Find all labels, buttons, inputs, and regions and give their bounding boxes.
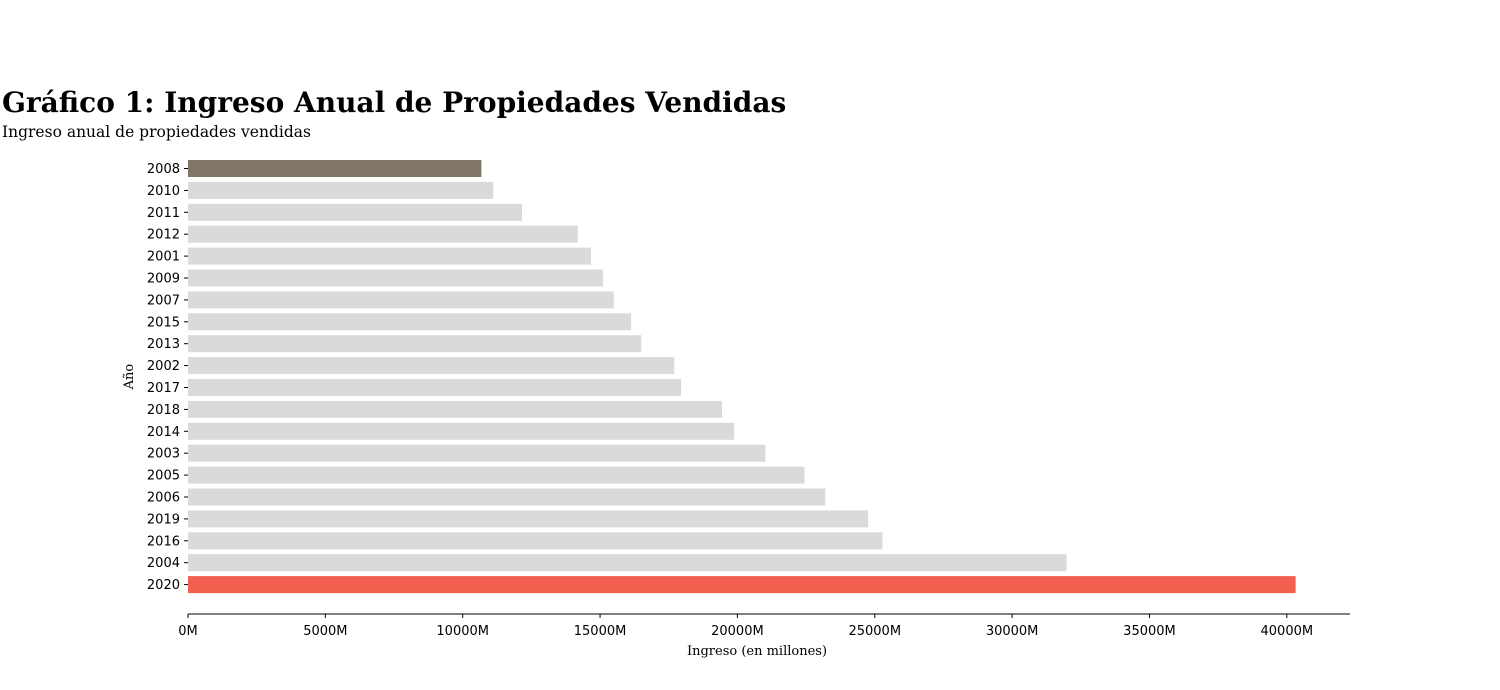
y-axis-ticks: 2008 2010 2011 2012 2001 2009 2007 2015 2013 2002… [147,162,188,593]
bar-2011 [188,203,523,221]
bar-2004 [188,554,1067,572]
bar-2019 [188,510,869,528]
bar-2018 [188,400,723,418]
chart-subtitle: Ingreso anual de propiedades vendidas [2,123,311,141]
y-tick-label: 2015 [147,315,180,330]
x-tick-label: 10000M [436,624,489,639]
y-tick-label: 2001 [147,250,180,265]
y-tick-label: 2009 [147,272,180,287]
chart-title: Gráfico 1: Ingreso Anual de Propiedades … [2,86,787,119]
bar-2012 [188,225,578,243]
x-tick-label: 0M [178,624,198,639]
x-tick-label: 15000M [574,624,627,639]
x-tick-label: 35000M [1123,624,1176,639]
bar-2009 [188,269,604,287]
bar-2010 [188,181,494,199]
bars-group [188,160,1296,594]
x-axis-label: Ingreso (en millones) [687,644,827,659]
y-tick-label: 2008 [147,162,180,177]
y-tick-label: 2020 [147,578,180,593]
bar-2008 [188,160,482,177]
y-tick-label: 2019 [147,512,180,527]
y-tick-label: 2007 [147,293,180,308]
y-tick-label: 2011 [147,206,180,221]
bar-2005 [188,466,805,484]
y-tick-label: 2002 [147,359,180,374]
bar-2017 [188,379,682,396]
bar-2020 [188,576,1296,594]
bar-2014 [188,422,735,440]
y-tick-label: 2006 [147,491,180,506]
y-tick-label: 2005 [147,469,180,484]
bar-2015 [188,313,632,331]
bar-2006 [188,488,826,506]
y-tick-label: 2016 [147,534,180,549]
bar-2007 [188,291,614,309]
y-tick-label: 2017 [147,381,180,396]
y-tick-label: 2014 [147,425,180,440]
bar-2013 [188,335,642,353]
bar-2001 [188,247,591,265]
y-tick-label: 2018 [147,403,180,418]
y-tick-label: 2004 [147,556,180,571]
x-tick-label: 40000M [1261,624,1314,639]
x-tick-label: 30000M [986,624,1039,639]
bar-2002 [188,357,675,375]
bar-2016 [188,532,883,550]
x-tick-label: 25000M [848,624,901,639]
x-tick-label: 5000M [303,624,347,639]
bar-2003 [188,444,766,462]
y-tick-label: 2003 [147,447,180,462]
y-tick-label: 2012 [147,228,180,243]
y-axis-label: Año [122,364,137,391]
y-tick-label: 2013 [147,337,180,352]
y-tick-label: 2010 [147,184,180,199]
x-axis-ticks: 0M 5000M 10000M 15000M 20000M 25000M 30000M 350… [178,614,1313,639]
x-tick-label: 20000M [711,624,764,639]
